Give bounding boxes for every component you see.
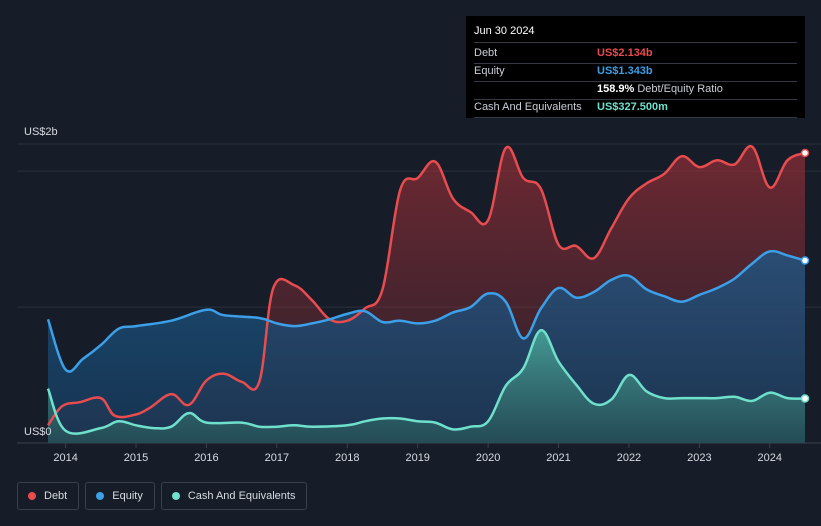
x-axis: 2014 2015 2016 2017 2018 2019 2020 2021 2022 2023… (53, 443, 782, 464)
x-tick-label: 2016 (194, 452, 218, 464)
tooltip-label: Cash And Equivalents (474, 101, 582, 113)
debt-end-marker (800, 148, 810, 158)
legend-item-cash[interactable]: Cash And Equivalents (160, 482, 308, 510)
debt-line (46, 144, 806, 427)
legend-dot-debt (28, 492, 36, 500)
chart-legend: Debt Equity Cash And Equivalents (17, 482, 313, 510)
tooltip-ratio-value: 158.9% (597, 83, 635, 95)
tooltip-debt-value: US$2.134b (597, 47, 653, 59)
tooltip-label: Equity (474, 65, 505, 77)
equity-end-marker (800, 256, 810, 265)
equity-line (46, 249, 806, 373)
tooltip-row-equity: Equity US$1.343b (474, 64, 797, 82)
tooltip-equity-value: US$1.343b (597, 65, 653, 77)
tooltip-cash-value: US$327.500m (597, 101, 668, 113)
x-tick-label: 2018 (335, 452, 359, 464)
legend-label-cash: Cash And Equivalents (187, 490, 296, 502)
x-tick-label: 2023 (687, 452, 711, 464)
tooltip-ratio-label: Debt/Equity Ratio (637, 83, 723, 95)
legend-item-debt[interactable]: Debt (17, 482, 80, 510)
tooltip-label: Debt (474, 47, 498, 59)
x-tick-label: 2017 (265, 452, 289, 464)
tooltip-row-debt: Debt US$2.134b (474, 46, 797, 64)
cash-line (46, 328, 806, 435)
legend-label-debt: Debt (44, 490, 68, 502)
legend-dot-equity (96, 492, 105, 500)
legend-item-equity[interactable]: Equity (85, 482, 155, 510)
y-axis-top-label: US$2b (24, 126, 58, 138)
tooltip-label (474, 82, 597, 99)
y-axis-bottom-label: US$0 (24, 426, 52, 438)
data-tooltip: Jun 30 2024 Debt US$2.134b Equity US$1.3… (466, 16, 805, 118)
cash-end-marker (800, 394, 810, 403)
legend-label-equity: Equity (112, 490, 143, 502)
series-lines (46, 144, 810, 435)
tooltip-row-ratio: 158.9% Debt/Equity Ratio (474, 82, 797, 100)
legend-dot-cash (171, 492, 180, 500)
tooltip-date: Jun 30 2024 (474, 24, 797, 43)
x-tick-label: 2020 (476, 452, 500, 464)
x-tick-label: 2021 (546, 452, 570, 464)
x-tick-label: 2022 (617, 452, 641, 464)
tooltip-row-cash: Cash And Equivalents US$327.500m (474, 100, 797, 118)
cash-area (48, 330, 805, 443)
x-tick-label: 2014 (53, 452, 77, 464)
x-tick-label: 2019 (405, 452, 429, 464)
x-tick-label: 2024 (758, 452, 782, 464)
x-tick-label: 2015 (124, 452, 148, 464)
